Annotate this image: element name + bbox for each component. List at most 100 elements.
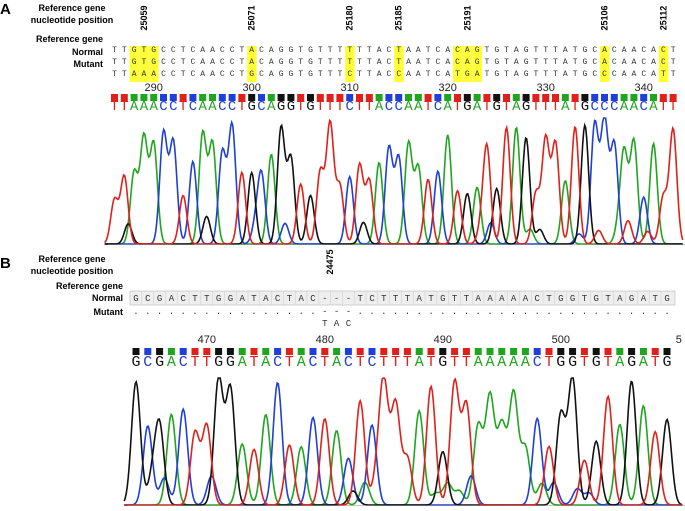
base-marker: [639, 348, 647, 355]
scale-label: 320: [439, 82, 457, 94]
base-marker: [368, 348, 376, 355]
base-marker: [628, 348, 636, 355]
base-marker: [120, 94, 128, 101]
base-marker: [512, 94, 520, 101]
base: G: [568, 354, 577, 371]
base: T: [580, 354, 589, 371]
scale-label: 470: [198, 334, 216, 346]
base: G: [438, 354, 447, 371]
base-marker: [274, 348, 282, 355]
heading: Reference gene: [38, 3, 105, 13]
base: A: [140, 99, 149, 115]
base-marker: [179, 348, 187, 355]
sequence-row: GCGACTTGGATACTAC---TCTTTATGTTAAAAACTGGTG…: [133, 294, 676, 304]
highlight: [129, 46, 139, 82]
base-marker: [297, 94, 305, 101]
base: G: [581, 99, 589, 115]
base-marker: [498, 348, 506, 355]
base-marker: [380, 348, 388, 355]
sequence-row: TTGTGCCTCAACCTACAGGTGTTTTTTACTAATCACAGTG…: [112, 58, 680, 67]
base: C: [273, 354, 282, 371]
base: T: [545, 354, 554, 371]
base: A: [415, 354, 424, 371]
base: G: [493, 99, 501, 115]
base-marker: [610, 94, 618, 101]
highlight: [247, 46, 257, 82]
base: A: [167, 354, 176, 371]
base-marker: [542, 94, 550, 101]
base: G: [248, 99, 256, 115]
base: G: [556, 354, 565, 371]
base-marker: [580, 348, 588, 355]
base-marker: [651, 348, 659, 355]
base: C: [179, 354, 188, 371]
base-marker: [333, 348, 341, 355]
base: T: [502, 99, 510, 115]
base-marker: [483, 94, 491, 101]
base-marker: [521, 348, 529, 355]
base-marker: [258, 94, 265, 101]
base-marker: [669, 94, 677, 101]
base: T: [238, 99, 246, 115]
base-marker: [474, 348, 482, 355]
base-marker: [395, 94, 403, 101]
base-marker: [385, 94, 393, 101]
highlight: [394, 46, 404, 82]
base-marker: [650, 94, 657, 101]
base-marker: [191, 348, 199, 355]
base: C: [169, 99, 177, 115]
base-marker: [365, 94, 373, 101]
base: A: [630, 99, 639, 115]
base-marker: [510, 348, 518, 355]
base: C: [434, 99, 442, 115]
base-marker: [179, 94, 187, 101]
base: T: [336, 99, 344, 115]
base-marker: [167, 348, 175, 355]
base: A: [267, 99, 276, 115]
position-label: 25071: [247, 5, 257, 30]
base: A: [261, 354, 270, 371]
base: T: [551, 99, 559, 115]
base: T: [297, 99, 305, 115]
base: C: [395, 99, 403, 115]
base-marker: [203, 348, 211, 355]
base-marker: [532, 94, 540, 101]
base-marker: [616, 348, 624, 355]
base: A: [620, 99, 629, 115]
panel-label: A: [0, 1, 11, 18]
base-marker: [287, 94, 295, 101]
base-marker: [581, 94, 589, 101]
base-marker: [189, 94, 197, 101]
base: A: [444, 99, 453, 115]
base: A: [512, 99, 521, 115]
base-marker: [238, 94, 246, 101]
base: G: [226, 354, 235, 371]
base-marker: [454, 94, 461, 101]
base: T: [462, 354, 471, 371]
scale-label: 480: [316, 334, 334, 346]
base-marker: [630, 94, 638, 101]
position-label: 25185: [394, 5, 404, 30]
base-marker: [434, 94, 442, 101]
base-marker: [218, 94, 226, 101]
highlight: [453, 46, 463, 82]
base: A: [639, 354, 648, 371]
base: A: [332, 354, 341, 371]
base: T: [659, 99, 667, 115]
base: C: [600, 99, 608, 115]
base: T: [403, 354, 412, 371]
scale-label: 490: [434, 334, 452, 346]
base-marker: [473, 94, 481, 101]
base-marker: [156, 348, 164, 355]
base: T: [110, 99, 118, 115]
base: G: [306, 99, 314, 115]
base: T: [450, 354, 459, 371]
base-marker: [601, 94, 608, 101]
base-marker: [571, 94, 579, 101]
base: T: [179, 99, 187, 115]
base: A: [414, 99, 423, 115]
highlight: [345, 46, 355, 82]
base-marker: [375, 94, 383, 101]
base: C: [533, 354, 542, 371]
